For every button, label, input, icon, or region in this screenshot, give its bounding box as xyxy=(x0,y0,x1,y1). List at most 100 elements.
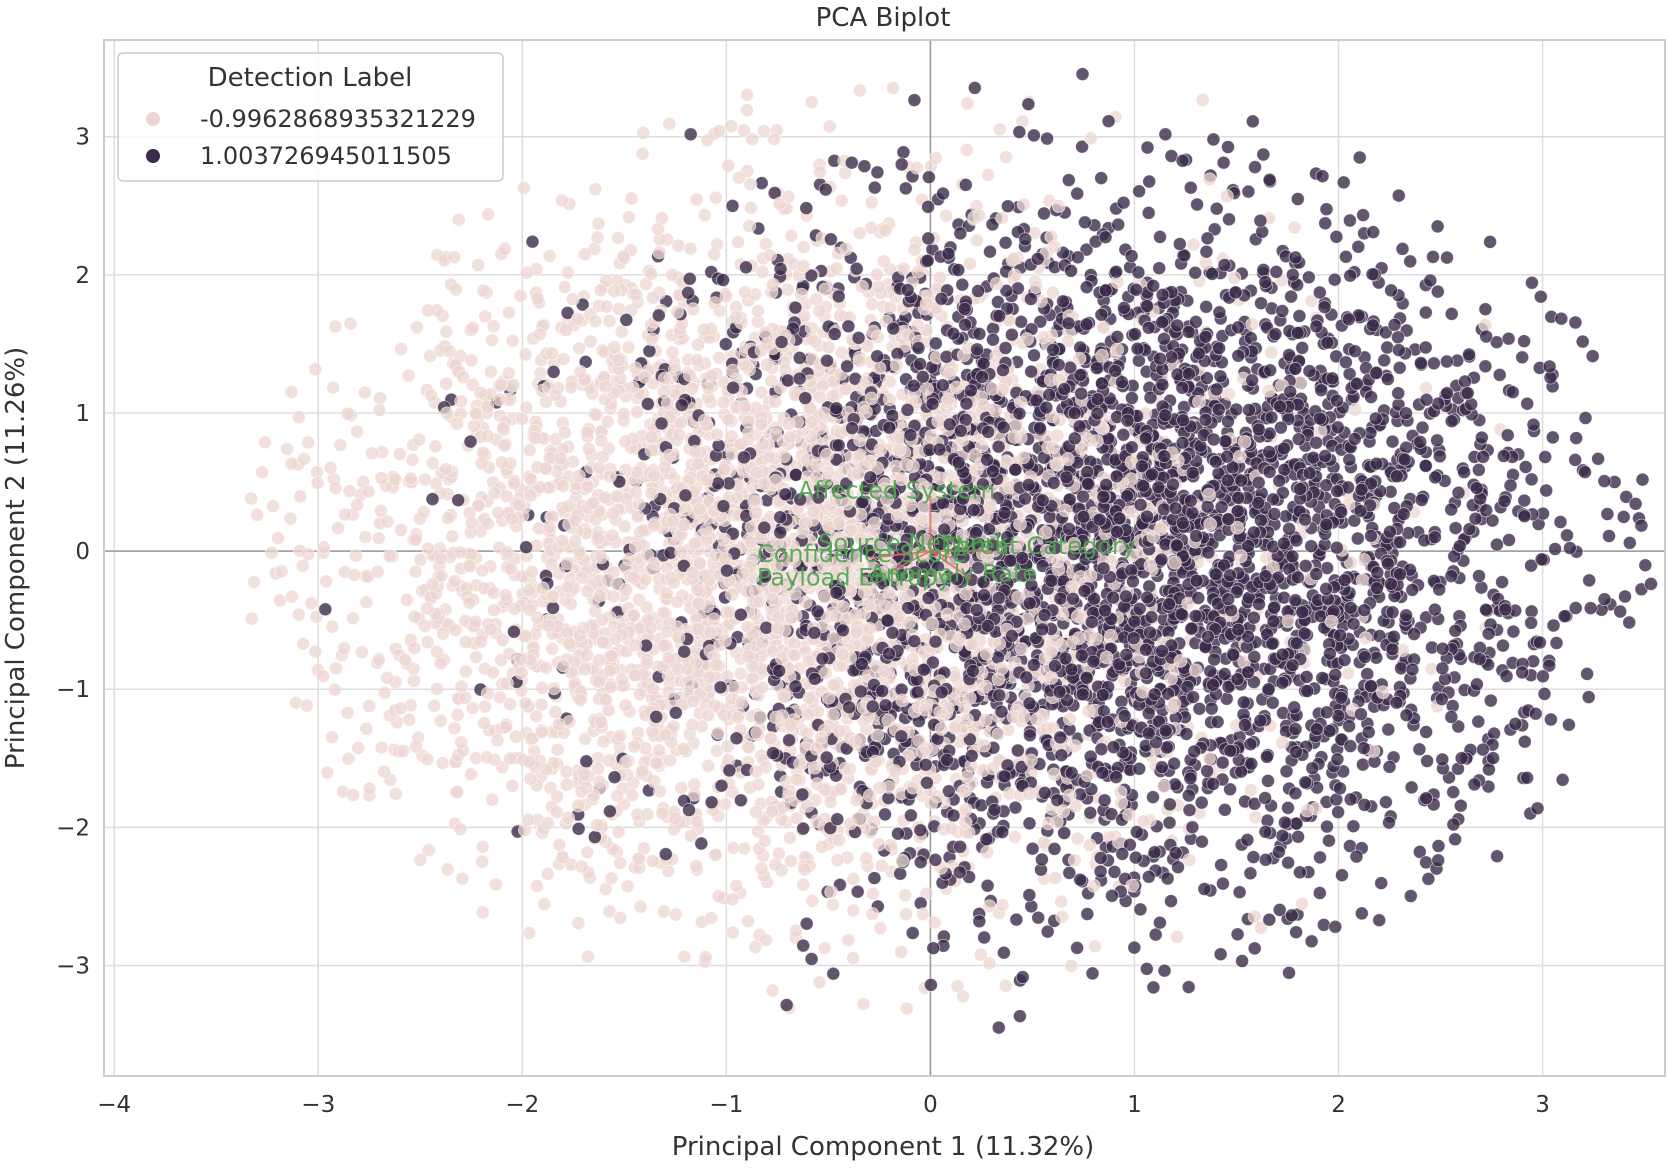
scatter-point-series-0 xyxy=(898,888,913,902)
scatter-point-series-0 xyxy=(602,904,617,919)
scatter-point-series-0 xyxy=(522,583,537,598)
scatter-point-series-1 xyxy=(718,337,733,352)
scatter-point-series-1 xyxy=(1502,533,1516,547)
scatter-point-series-0 xyxy=(547,681,561,696)
scatter-point-series-1 xyxy=(1284,289,1298,304)
scatter-point-series-0 xyxy=(301,435,316,450)
scatter-point-series-1 xyxy=(1524,616,1538,630)
scatter-point-series-0 xyxy=(674,780,689,795)
scatter-point-series-1 xyxy=(1070,186,1085,201)
scatter-point-series-0 xyxy=(1046,285,1060,300)
scatter-point-series-1 xyxy=(1027,348,1041,363)
scatter-point-series-1 xyxy=(1133,902,1148,917)
scatter-point-series-1 xyxy=(972,326,987,341)
scatter-point-series-1 xyxy=(1374,876,1389,890)
scatter-point-series-1 xyxy=(1557,609,1572,624)
scatter-point-series-1 xyxy=(1289,925,1303,940)
scatter-point-series-1 xyxy=(1356,757,1370,772)
scatter-point-series-0 xyxy=(657,904,671,919)
scatter-point-series-1 xyxy=(1471,714,1486,729)
scatter-point-series-1 xyxy=(1569,431,1584,446)
scatter-point-series-1 xyxy=(318,602,333,617)
scatter-point-series-0 xyxy=(488,877,503,892)
scatter-point-series-1 xyxy=(857,159,872,174)
scatter-point-series-0 xyxy=(284,384,299,399)
scatter-point-series-1 xyxy=(1085,966,1100,981)
scatter-point-series-0 xyxy=(362,699,377,713)
scatter-point-series-1 xyxy=(1581,690,1596,704)
scatter-point-series-0 xyxy=(407,641,422,656)
scatter-point-series-0 xyxy=(480,516,495,531)
scatter-point-series-1 xyxy=(1412,742,1427,757)
scatter-point-series-0 xyxy=(331,521,345,535)
scatter-point-series-1 xyxy=(716,273,730,287)
scatter-point-series-1 xyxy=(1013,1009,1027,1023)
scatter-point-series-1 xyxy=(1444,502,1459,517)
scatter-point-series-0 xyxy=(751,304,765,319)
scatter-point-series-1 xyxy=(1580,667,1594,681)
scatter-point-series-1 xyxy=(1290,192,1305,206)
scatter-point-series-0 xyxy=(662,116,677,131)
scatter-point-series-1 xyxy=(1157,963,1172,978)
scatter-point-series-1 xyxy=(1140,140,1155,155)
scatter-point-series-1 xyxy=(1506,624,1521,639)
scatter-point-series-0 xyxy=(580,845,595,860)
scatter-point-series-0 xyxy=(721,158,736,173)
scatter-point-series-1 xyxy=(936,186,950,201)
scatter-point-series-0 xyxy=(1419,381,1433,396)
scatter-point-series-0 xyxy=(841,933,856,947)
scatter-point-series-0 xyxy=(377,686,392,700)
scatter-point-series-1 xyxy=(1025,841,1040,856)
scatter-point-series-1 xyxy=(1454,751,1469,765)
scatter-point-series-0 xyxy=(354,645,369,660)
scatter-point-series-0 xyxy=(502,305,516,320)
scatter-point-series-1 xyxy=(1320,819,1334,834)
scatter-point-series-1 xyxy=(1407,627,1421,641)
scatter-point-series-1 xyxy=(1391,330,1405,345)
scatter-point-series-0 xyxy=(325,619,340,634)
scatter-point-series-1 xyxy=(1267,600,1281,615)
scatter-point-series-0 xyxy=(244,611,259,626)
scatter-point-series-0 xyxy=(933,270,947,285)
chart-title: PCA Biplot xyxy=(816,3,951,33)
scatter-point-series-1 xyxy=(779,998,794,1012)
scatter-point-series-0 xyxy=(741,414,756,429)
scatter-point-series-0 xyxy=(439,324,454,339)
scatter-point-series-0 xyxy=(295,558,310,573)
scatter-point-series-1 xyxy=(1240,833,1255,847)
scatter-point-series-1 xyxy=(683,127,698,142)
scatter-point-series-0 xyxy=(516,181,531,195)
scatter-point-series-1 xyxy=(1492,367,1507,382)
scatter-point-series-1 xyxy=(1284,908,1299,923)
scatter-point-series-0 xyxy=(635,146,650,161)
scatter-point-series-0 xyxy=(581,441,596,456)
scatter-point-series-0 xyxy=(572,341,586,356)
scatter-point-series-0 xyxy=(399,593,414,607)
scatter-point-series-0 xyxy=(291,607,306,622)
scatter-point-series-0 xyxy=(475,905,490,920)
scatter-point-series-1 xyxy=(1206,132,1221,147)
scatter-point-series-1 xyxy=(867,180,882,195)
scatter-point-series-0 xyxy=(846,872,861,886)
scatter-point-series-0 xyxy=(561,265,575,280)
scatter-point-series-0 xyxy=(1170,930,1185,944)
scatter-point-series-0 xyxy=(963,256,977,271)
scatter-point-series-0 xyxy=(646,681,660,696)
scatter-point-series-1 xyxy=(1517,734,1532,749)
scatter-point-series-0 xyxy=(724,119,739,133)
scatter-point-series-0 xyxy=(559,765,574,779)
scatter-point-series-1 xyxy=(1377,353,1392,368)
scatter-point-series-1 xyxy=(1435,752,1450,767)
scatter-point-series-1 xyxy=(1483,234,1497,249)
scatter-point-series-1 xyxy=(1277,590,1291,605)
scatter-point-series-1 xyxy=(1322,833,1336,848)
scatter-point-series-1 xyxy=(896,145,911,160)
scatter-point-series-0 xyxy=(537,897,552,911)
scatter-point-series-1 xyxy=(941,784,956,799)
scatter-point-series-1 xyxy=(1524,604,1539,619)
scatter-point-series-1 xyxy=(1167,756,1181,771)
scatter-point-series-1 xyxy=(1395,241,1410,256)
scatter-point-series-1 xyxy=(1075,67,1090,81)
scatter-point-series-1 xyxy=(1153,915,1167,930)
scatter-point-series-0 xyxy=(565,292,580,307)
